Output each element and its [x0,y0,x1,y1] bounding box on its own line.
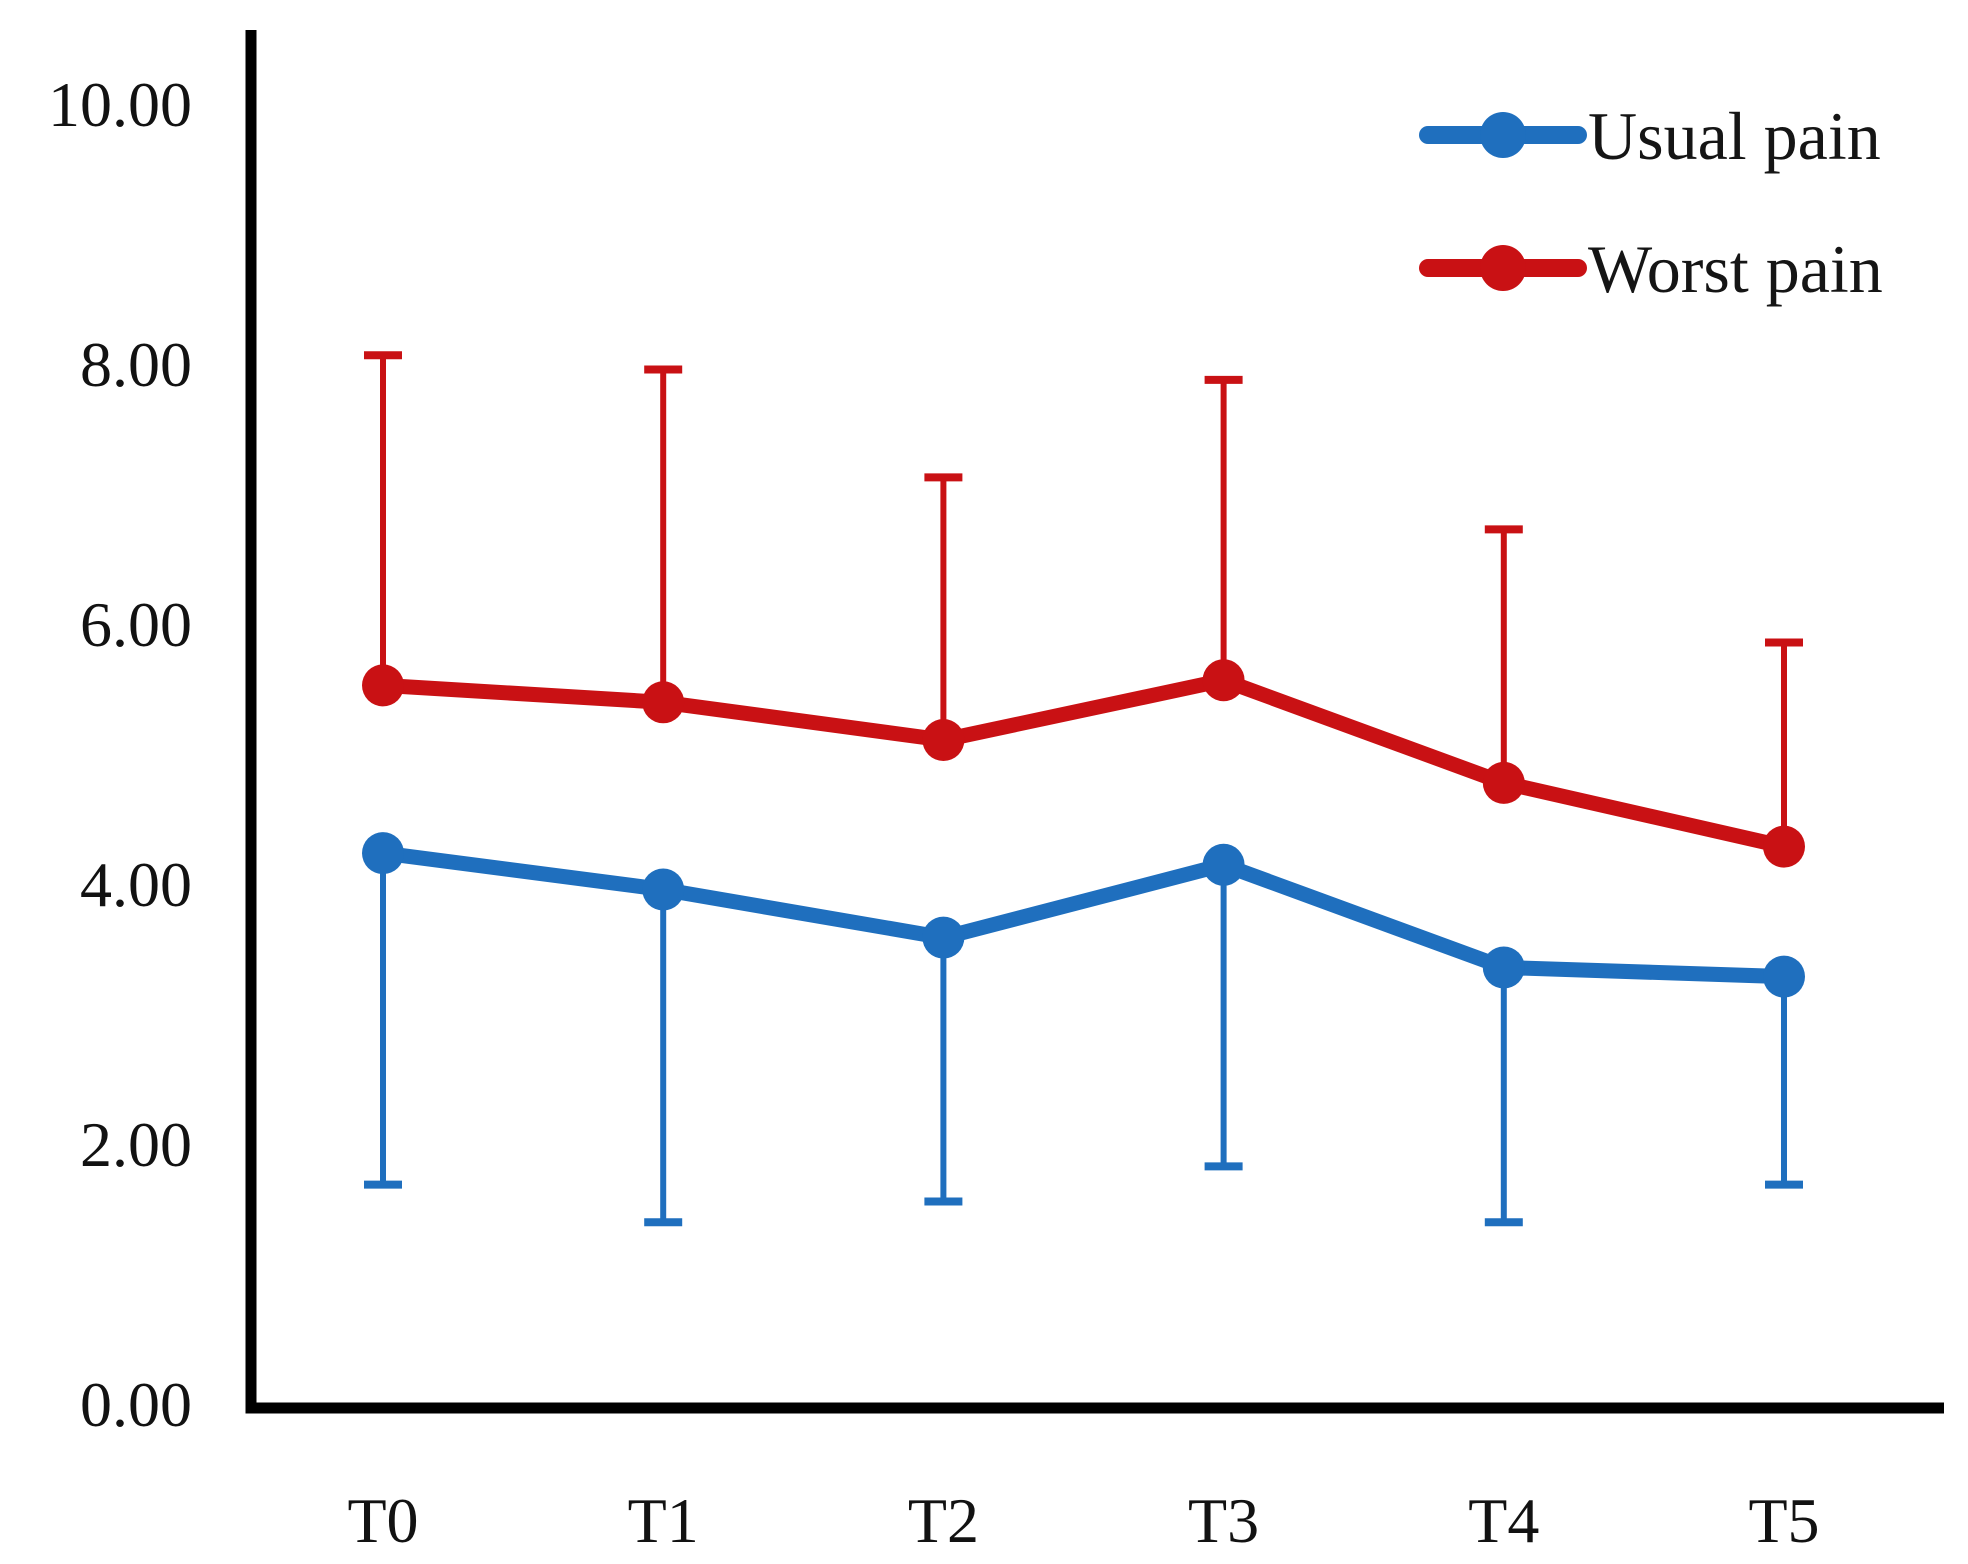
error-bar-worst-pain [1204,375,1243,681]
y-tick-label: 4.00 [80,849,192,920]
data-point-worst-pain [362,664,404,707]
data-point-usual-pain [362,832,404,875]
x-axis-ticks: T0 T1 T2 T3 T4 T5 [347,1485,1819,1556]
legend-marker-worst-pain [1480,245,1526,291]
series-line-usual-pain [375,845,1792,985]
legend-marker-usual-pain [1480,112,1526,158]
error-bar-usual-pain [364,853,402,1189]
error-bar-usual-pain [924,937,963,1206]
series-group [362,351,1805,1227]
x-tick-label: T2 [908,1485,979,1556]
series-line-worst-pain [375,672,1792,855]
y-axis-ticks: 0.00 2.00 4.00 6.00 8.00 10.00 [48,69,192,1440]
error-bar-usual-pain [1765,976,1803,1189]
y-tick-label: 8.00 [80,329,192,400]
error-bar-usual-pain [644,889,683,1227]
data-point-usual-pain [642,868,685,911]
data-point-usual-pain [1763,955,1805,998]
error-bar-worst-pain [1765,638,1803,847]
x-tick-label: T5 [1748,1485,1819,1556]
data-point-worst-pain [1482,761,1525,804]
x-tick-label: T3 [1188,1485,1259,1556]
y-tick-label: 6.00 [80,589,192,660]
data-point-worst-pain [642,681,685,724]
data-point-worst-pain [1202,659,1245,702]
error-bar-worst-pain [644,365,683,703]
y-tick-label: 2.00 [80,1109,192,1180]
y-tick-label: 10.00 [48,69,192,140]
series-usual-pain [362,832,1805,1227]
series-worst-pain [362,351,1805,868]
data-point-usual-pain [1482,946,1525,989]
legend-label-worst-pain: Worst pain [1588,231,1883,307]
error-bar-worst-pain [1484,525,1523,783]
legend-item-usual-pain: Usual pain [1419,98,1881,174]
error-bar-worst-pain [924,473,963,740]
legend-label-usual-pain: Usual pain [1588,98,1881,174]
error-bar-worst-pain [364,351,402,686]
legend-item-worst-pain: Worst pain [1419,231,1883,307]
legend: Usual pain Worst pain [1419,98,1883,307]
y-tick-label: 0.00 [80,1369,192,1440]
error-bar-usual-pain [1204,864,1243,1171]
x-tick-label: T1 [628,1485,699,1556]
data-point-usual-pain [922,916,965,959]
error-bar-usual-pain [1484,967,1523,1227]
plot-area: 0.00 2.00 4.00 6.00 8.00 10.00 T0 T1 T2 T3 T4 T5 [48,30,1944,1556]
data-point-usual-pain [1202,843,1245,886]
x-tick-label: T4 [1468,1485,1539,1556]
data-point-worst-pain [922,719,965,761]
x-tick-label: T0 [347,1485,418,1556]
data-point-worst-pain [1763,825,1805,868]
